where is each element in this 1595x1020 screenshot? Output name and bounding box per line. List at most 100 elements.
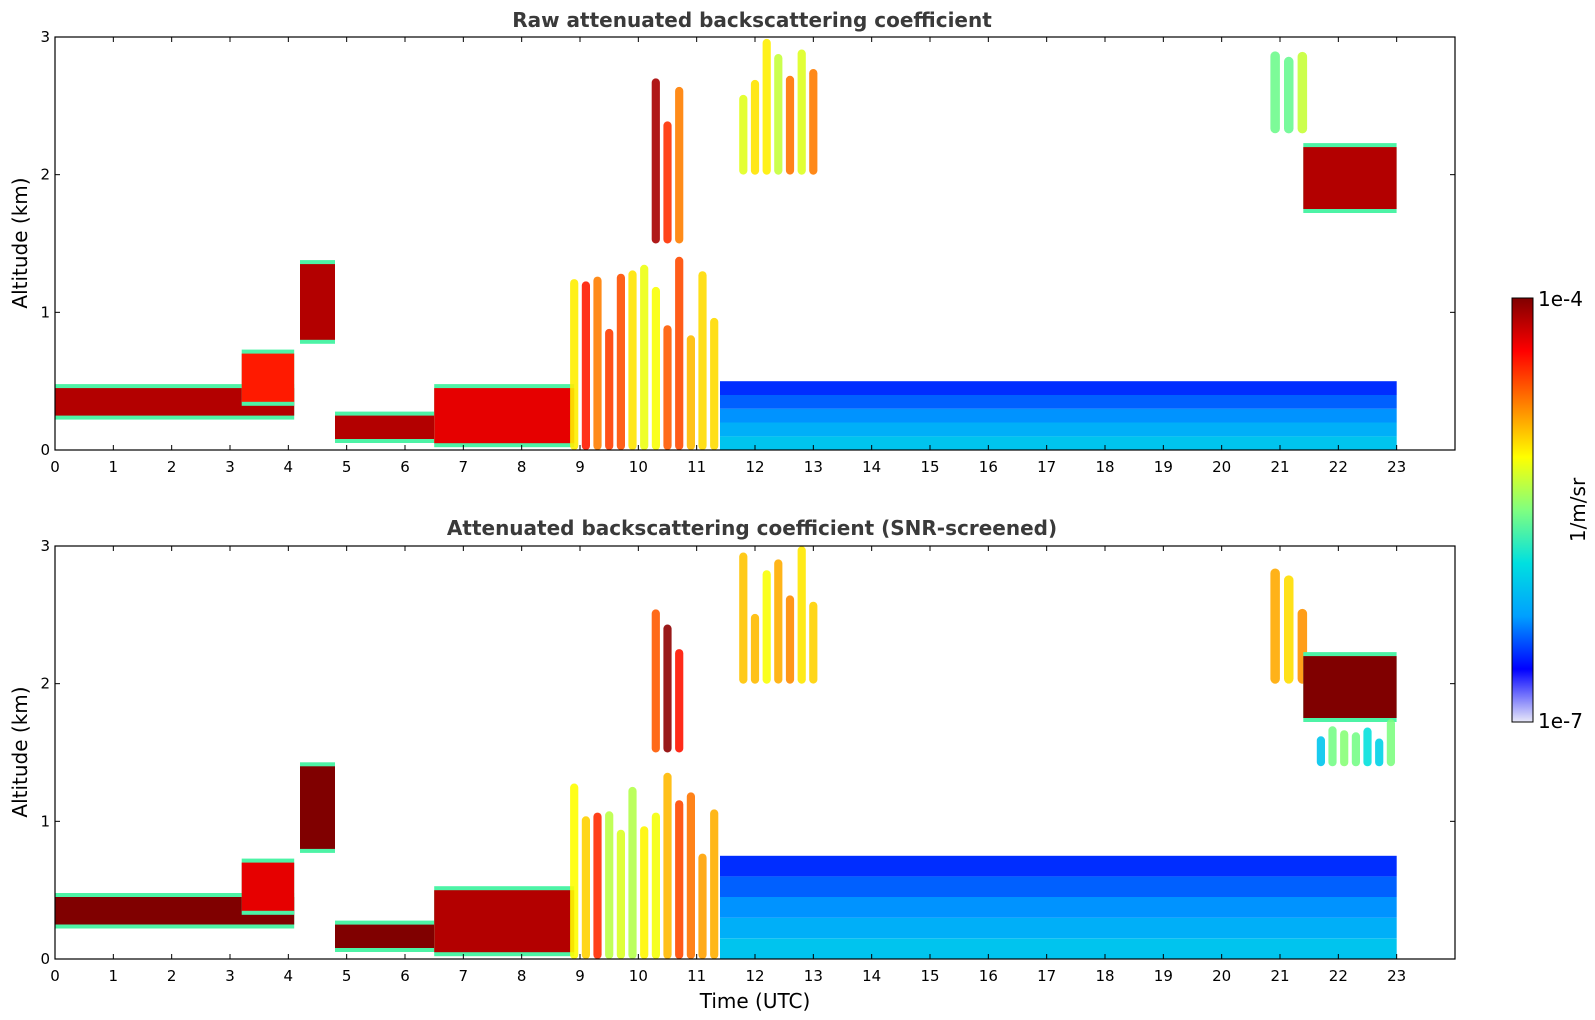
layer-core — [434, 388, 575, 444]
x-tick-label: 5 — [342, 967, 352, 985]
layer-core — [241, 353, 295, 402]
x-tick-label: 11 — [687, 967, 706, 985]
plume-streak — [651, 286, 660, 450]
layer-core — [300, 264, 335, 340]
layer-core — [1303, 147, 1397, 209]
plume-streak — [1375, 738, 1384, 767]
raw-heatmap — [55, 38, 1397, 450]
plume-streak — [1328, 726, 1337, 767]
layer-core — [335, 924, 435, 948]
x-tick-label: 12 — [745, 458, 764, 476]
plume-streak — [628, 270, 637, 450]
x-tick-label: 16 — [979, 458, 998, 476]
raw-y-axis-label: Altitude (km) — [8, 177, 32, 308]
boundary-layer-band — [720, 408, 1397, 423]
plume-streak — [581, 816, 590, 959]
x-tick-label: 19 — [1154, 967, 1173, 985]
x-tick-label: 1 — [109, 967, 119, 985]
y-tick-label: 0 — [40, 950, 50, 968]
plume-streak — [774, 559, 783, 684]
plume-streak — [1284, 56, 1294, 134]
y-tick-label: 3 — [40, 537, 50, 555]
layer-core — [1303, 656, 1397, 718]
plume-streak — [797, 49, 806, 175]
colorbar: 1e-4 1e-7 1/m/sr — [1511, 287, 1590, 733]
plume-streak — [1297, 51, 1308, 134]
layer-core — [335, 415, 435, 439]
x-tick-label: 11 — [687, 458, 706, 476]
y-tick-label: 0 — [40, 441, 50, 459]
y-tick-label: 3 — [40, 28, 50, 46]
plume-streak — [1284, 575, 1294, 684]
x-tick-label: 23 — [1387, 967, 1406, 985]
plume-streak — [1351, 732, 1360, 767]
plume-streak — [651, 812, 660, 959]
boundary-layer-band — [720, 381, 1397, 395]
layer-core — [434, 890, 575, 953]
plume-streak — [750, 79, 760, 175]
plume-streak — [663, 772, 672, 959]
plume-streak — [616, 273, 625, 450]
plume-streak — [686, 792, 695, 959]
x-tick-label: 9 — [575, 967, 585, 985]
plume-streak — [605, 811, 614, 959]
layer-core — [300, 766, 335, 849]
screened-y-ticks: 0 1 2 3 — [40, 537, 1455, 968]
boundary-layer-band — [720, 897, 1397, 918]
boundary-layer-band — [720, 876, 1397, 897]
plume-streak — [1270, 568, 1280, 684]
x-tick-label: 22 — [1329, 967, 1348, 985]
x-tick-label: 13 — [804, 967, 823, 985]
plume-streak — [663, 121, 672, 244]
raw-x-ticks: 0 1 2 3 4 5 6 7 8 9 10 11 12 13 14 15 16 17 18 19 20 21 22 23 — [50, 37, 1406, 476]
plume-streak — [663, 325, 672, 450]
plume-streak — [774, 54, 783, 175]
plume-streak — [593, 812, 602, 959]
x-tick-label: 8 — [517, 967, 527, 985]
plume-streak — [616, 829, 625, 959]
x-tick-label: 15 — [920, 458, 939, 476]
boundary-layer-band — [720, 917, 1397, 939]
x-tick-label: 1 — [109, 458, 119, 476]
x-tick-label: 22 — [1329, 458, 1348, 476]
plume-streak — [785, 595, 795, 684]
plume-streak — [581, 281, 590, 450]
x-tick-label: 10 — [629, 458, 648, 476]
raw-panel-title: Raw attenuated backscattering coefficien… — [512, 8, 992, 32]
plume-streak — [710, 317, 719, 450]
x-tick-label: 18 — [1095, 967, 1114, 985]
x-tick-label: 2 — [167, 967, 177, 985]
x-tick-label: 23 — [1387, 458, 1406, 476]
y-tick-label: 2 — [40, 675, 50, 693]
x-axis-label: Time (UTC) — [699, 989, 811, 1013]
screened-backscatter-panel: Attenuated backscattering coefficient (S… — [8, 516, 1456, 1013]
plume-streak — [1363, 727, 1372, 767]
screened-y-axis-label: Altitude (km) — [8, 686, 32, 817]
y-tick-label: 2 — [40, 166, 50, 184]
plume-streak — [739, 94, 748, 175]
x-tick-label: 21 — [1270, 458, 1289, 476]
x-tick-label: 2 — [167, 458, 177, 476]
x-tick-label: 20 — [1212, 967, 1231, 985]
x-tick-label: 4 — [284, 967, 294, 985]
plume-streak — [593, 276, 602, 450]
plume-streak — [675, 256, 684, 450]
plume-streak — [698, 271, 707, 450]
x-tick-label: 0 — [50, 967, 60, 985]
x-tick-label: 0 — [50, 458, 60, 476]
plume-streak — [675, 649, 684, 753]
x-tick-label: 14 — [862, 967, 881, 985]
colorbar-max-label: 1e-4 — [1538, 287, 1583, 311]
x-tick-label: 3 — [225, 967, 235, 985]
x-tick-label: 13 — [804, 458, 823, 476]
screened-heatmap — [55, 546, 1397, 959]
plume-streak — [651, 78, 660, 244]
boundary-layer-band — [720, 938, 1397, 959]
boundary-layer-band — [720, 855, 1397, 877]
x-tick-label: 8 — [517, 458, 527, 476]
x-tick-label: 3 — [225, 458, 235, 476]
plume-streak — [762, 570, 771, 684]
plume-streak — [1386, 719, 1395, 767]
x-tick-label: 14 — [862, 458, 881, 476]
plume-streak — [762, 38, 771, 175]
